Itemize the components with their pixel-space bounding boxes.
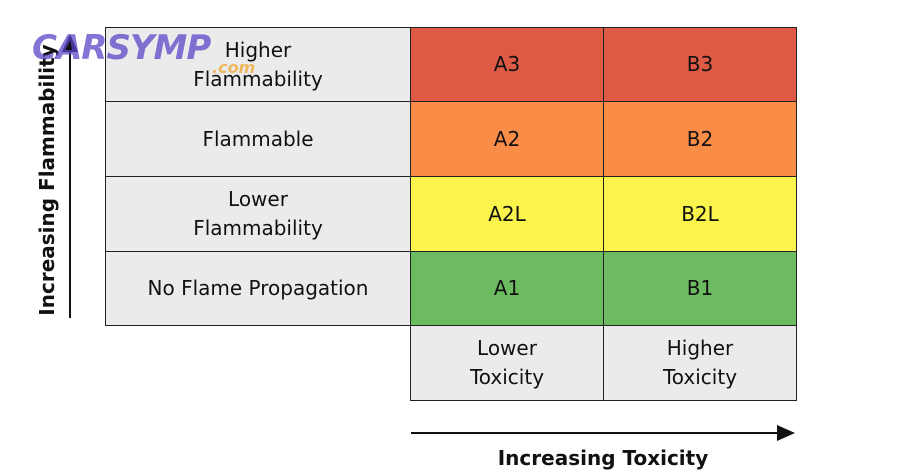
column-label: Lower [477,336,537,360]
row-label: Lower [228,187,288,211]
column-label: Toxicity [662,365,738,389]
class-cell: B2L [603,176,797,252]
class-cell: A1 [410,251,604,326]
row-label-cell: Higher Flammability [105,27,411,102]
row-label: Flammability [193,66,323,91]
x-axis-label: Increasing Toxicity [497,446,709,470]
row-label: Flammability [193,216,323,240]
class-cell: B3 [603,27,797,102]
class-cell: B1 [603,251,797,326]
row-label-cell: Flammable [105,101,411,177]
row-label: No Flame Propagation [147,276,369,300]
row-label-cell: No Flame Propagation [105,251,411,326]
row-label: Flammable [202,126,314,151]
column-label: Toxicity [469,365,545,389]
class-cell: B2 [603,101,797,177]
watermark: CARSYMP [32,28,211,68]
column-label-cell: Lower Toxicity [410,325,604,401]
column-label-cell: Higher Toxicity [603,325,797,401]
row-label: Higher [224,37,292,62]
watermark-suffix: .com [212,58,256,77]
y-axis-label: Increasing Flammability [35,44,59,316]
row-label-cell: Lower Flammability [105,176,411,252]
column-label: Higher [666,336,734,360]
class-cell: A3 [410,27,604,102]
class-cell: A2 [410,101,604,177]
class-cell: A2L [410,176,604,252]
